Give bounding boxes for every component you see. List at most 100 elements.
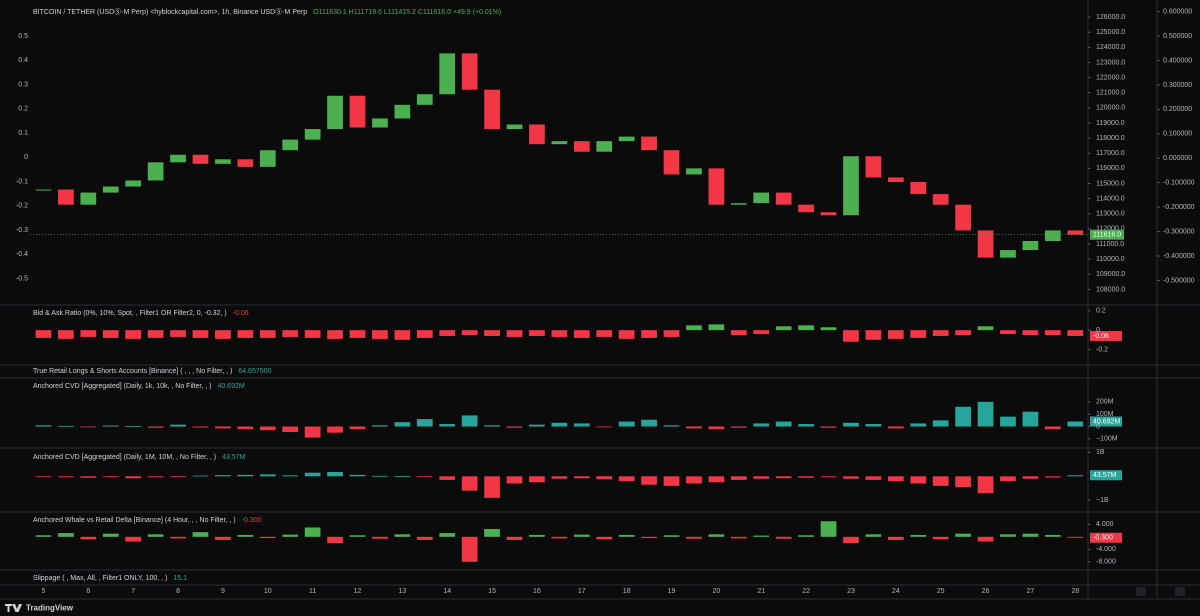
y-tick-label: 112000.0 <box>1096 226 1125 233</box>
y-tick-label: 118000.0 <box>1096 135 1125 142</box>
histogram-bar <box>573 476 590 479</box>
histogram-bar <box>349 535 366 537</box>
pane-title: Slippage ( , Max, All, , Filter1 ONLY, 1… <box>33 575 167 582</box>
histogram-bar <box>35 535 52 537</box>
candle <box>1000 250 1016 258</box>
y-tick-label: 121000.0 <box>1096 90 1125 97</box>
histogram-bar <box>910 534 927 537</box>
y-tick-label: -4.000 <box>1096 546 1116 553</box>
histogram-bar <box>461 330 478 335</box>
histogram-bar <box>708 476 725 483</box>
settings-button[interactable] <box>1136 587 1146 596</box>
histogram-bar <box>573 423 590 427</box>
pane-value: -0.300 <box>242 517 262 524</box>
histogram-bar <box>730 426 747 428</box>
histogram-bar <box>887 330 904 339</box>
histogram-bar <box>282 426 299 433</box>
candle <box>125 180 142 187</box>
histogram-bar <box>215 475 231 477</box>
histogram-bar <box>58 533 74 537</box>
histogram-bar <box>932 476 949 486</box>
histogram-bar <box>955 533 971 537</box>
y-tick-label: 116000.0 <box>1096 165 1125 172</box>
left-axis-label: 0.1 <box>18 130 28 137</box>
histogram-bar <box>641 476 657 485</box>
histogram-bar <box>1022 411 1039 427</box>
y-tick-label: 117000.0 <box>1096 150 1125 157</box>
y3-tick-label: 0.600000 <box>1163 9 1192 16</box>
histogram-bar <box>416 536 433 540</box>
histogram-bar <box>237 534 254 537</box>
histogram-bar <box>865 476 882 480</box>
histogram-bar <box>977 401 994 427</box>
left-axis-label: 0.2 <box>18 106 28 113</box>
histogram-bar <box>125 536 142 542</box>
histogram-bar <box>192 532 209 537</box>
candle <box>416 94 433 105</box>
pane-value: -0.06 <box>233 310 249 317</box>
histogram-bar <box>484 330 500 336</box>
histogram-bar <box>932 330 949 336</box>
y-tick-label: -0.2 <box>1096 346 1108 353</box>
histogram-bar <box>1044 476 1061 478</box>
candle <box>304 129 321 140</box>
histogram-bar <box>775 326 792 331</box>
histogram-bar <box>775 421 792 427</box>
histogram-bar <box>102 425 119 427</box>
candle <box>865 156 882 178</box>
histogram-bar <box>775 536 792 539</box>
histogram-bar <box>416 476 433 478</box>
histogram-bar <box>618 534 635 537</box>
candle <box>686 168 702 175</box>
histogram-bar <box>192 330 209 338</box>
last-value-label: 43.57M <box>1093 472 1117 479</box>
x-tick-label: 9 <box>221 588 225 595</box>
histogram-bar <box>372 536 388 539</box>
x-tick-label: 18 <box>623 588 631 595</box>
histogram-bar <box>573 534 590 537</box>
histogram-bar <box>820 327 837 331</box>
histogram-bar <box>461 476 478 491</box>
y-tick-label: 100M <box>1096 411 1114 418</box>
last-value-box <box>1090 470 1122 481</box>
left-axis-label: 0.4 <box>18 57 28 64</box>
histogram-bar <box>394 476 411 477</box>
y-tick-label: 108000.0 <box>1096 286 1125 293</box>
pane-value: 64.657500 <box>238 368 271 375</box>
last-value-label: -0.300 <box>1093 535 1113 542</box>
histogram-bar <box>663 425 680 427</box>
histogram-bar <box>686 325 702 331</box>
candle <box>327 95 343 130</box>
last-value-box <box>1090 330 1122 341</box>
x-tick-label: 5 <box>42 588 46 595</box>
candle <box>910 181 927 195</box>
candle <box>170 154 186 163</box>
ohlc-values: O111630.1 H111719.6 L111415.2 C111616.0 … <box>313 9 501 16</box>
candle <box>551 141 568 145</box>
settings-button[interactable] <box>1175 587 1185 596</box>
candle <box>394 104 411 119</box>
histogram-bar <box>753 423 770 427</box>
histogram-bar <box>843 330 859 342</box>
x-tick-label: 24 <box>892 588 900 595</box>
histogram-bar <box>35 425 52 427</box>
histogram-bar <box>192 426 209 428</box>
y3-tick-label: -0.400000 <box>1163 253 1195 260</box>
histogram-bar <box>58 330 74 339</box>
candle <box>596 141 613 152</box>
histogram-bar <box>215 330 231 339</box>
histogram-bar <box>820 521 837 537</box>
histogram-bar <box>529 476 545 483</box>
histogram-bar <box>596 330 613 337</box>
histogram-bar <box>910 330 927 338</box>
left-axis-label: 0.3 <box>18 81 28 88</box>
x-tick-label: 11 <box>309 588 316 595</box>
y-tick-label: 0 <box>1096 423 1100 430</box>
histogram-bar <box>125 426 142 427</box>
candle <box>215 159 231 164</box>
histogram-bar <box>865 424 882 427</box>
histogram-bar <box>955 330 971 335</box>
candle <box>484 89 500 130</box>
histogram-bar <box>372 425 388 427</box>
